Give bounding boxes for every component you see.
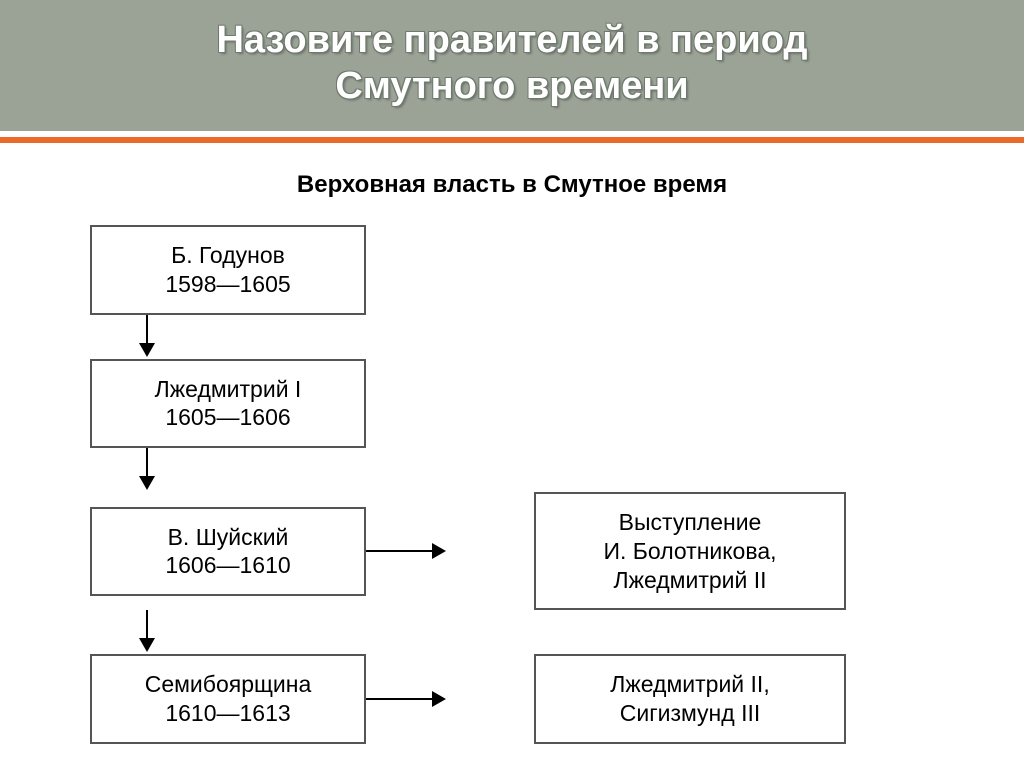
- arrow-right-icon: [366, 541, 450, 561]
- ruler-years: 1605—1606: [165, 404, 290, 430]
- title-line-2: Смутного времени: [335, 65, 688, 107]
- title-line-1: Назовите правителей в период: [216, 19, 807, 61]
- diagram-subtitle: Верховная власть в Смутное время: [54, 171, 970, 199]
- side-line: И. Болотникова,: [604, 538, 777, 564]
- ruler-node-godunov: Б. Годунов 1598—1605: [90, 225, 366, 315]
- arrow-down-icon: [132, 448, 162, 492]
- ruler-name: Лжедмитрий I: [155, 376, 302, 402]
- ruler-years: 1606—1610: [165, 552, 290, 578]
- side-line: Сигизмунд III: [620, 700, 761, 726]
- content-area: Верховная власть в Смутное время Б. Году…: [0, 143, 1024, 744]
- ruler-node-shuisky: В. Шуйский 1606—1610: [90, 507, 366, 597]
- arrow-down-icon: [132, 315, 162, 359]
- side-note-sigismund: Лжедмитрий II, Сигизмунд III: [534, 654, 846, 744]
- ruler-years: 1610—1613: [165, 700, 290, 726]
- ruler-name: В. Шуйский: [168, 524, 289, 550]
- ruler-name: Б. Годунов: [171, 242, 285, 268]
- flow-row-0: Б. Годунов 1598—1605: [90, 225, 970, 315]
- arrow-right-icon: [366, 689, 450, 709]
- flow-row-3: Семибоярщина 1610—1613 Лжедмитрий II, Си…: [90, 654, 970, 744]
- title-bar: Назовите правителей в период Смутного вр…: [0, 0, 1024, 131]
- flowchart: Б. Годунов 1598—1605 Лжедмитрий I 1605—1…: [90, 225, 970, 744]
- side-line: Лжедмитрий II,: [610, 671, 769, 697]
- ruler-node-false-dmitry-1: Лжедмитрий I 1605—1606: [90, 359, 366, 449]
- side-note-bolotnikov: Выступление И. Болотникова, Лжедмитрий I…: [534, 492, 846, 610]
- page-title: Назовите правителей в период Смутного вр…: [0, 18, 1024, 109]
- ruler-node-seven-boyars: Семибоярщина 1610—1613: [90, 654, 366, 744]
- flow-row-2: В. Шуйский 1606—1610 Выступление И. Боло…: [90, 492, 970, 610]
- arrow-down-icon: [132, 610, 162, 654]
- ruler-name: Семибоярщина: [145, 671, 312, 697]
- ruler-years: 1598—1605: [165, 271, 290, 297]
- side-line: Лжедмитрий II: [613, 567, 766, 593]
- side-line: Выступление: [619, 509, 762, 535]
- flow-row-1: Лжедмитрий I 1605—1606: [90, 359, 970, 449]
